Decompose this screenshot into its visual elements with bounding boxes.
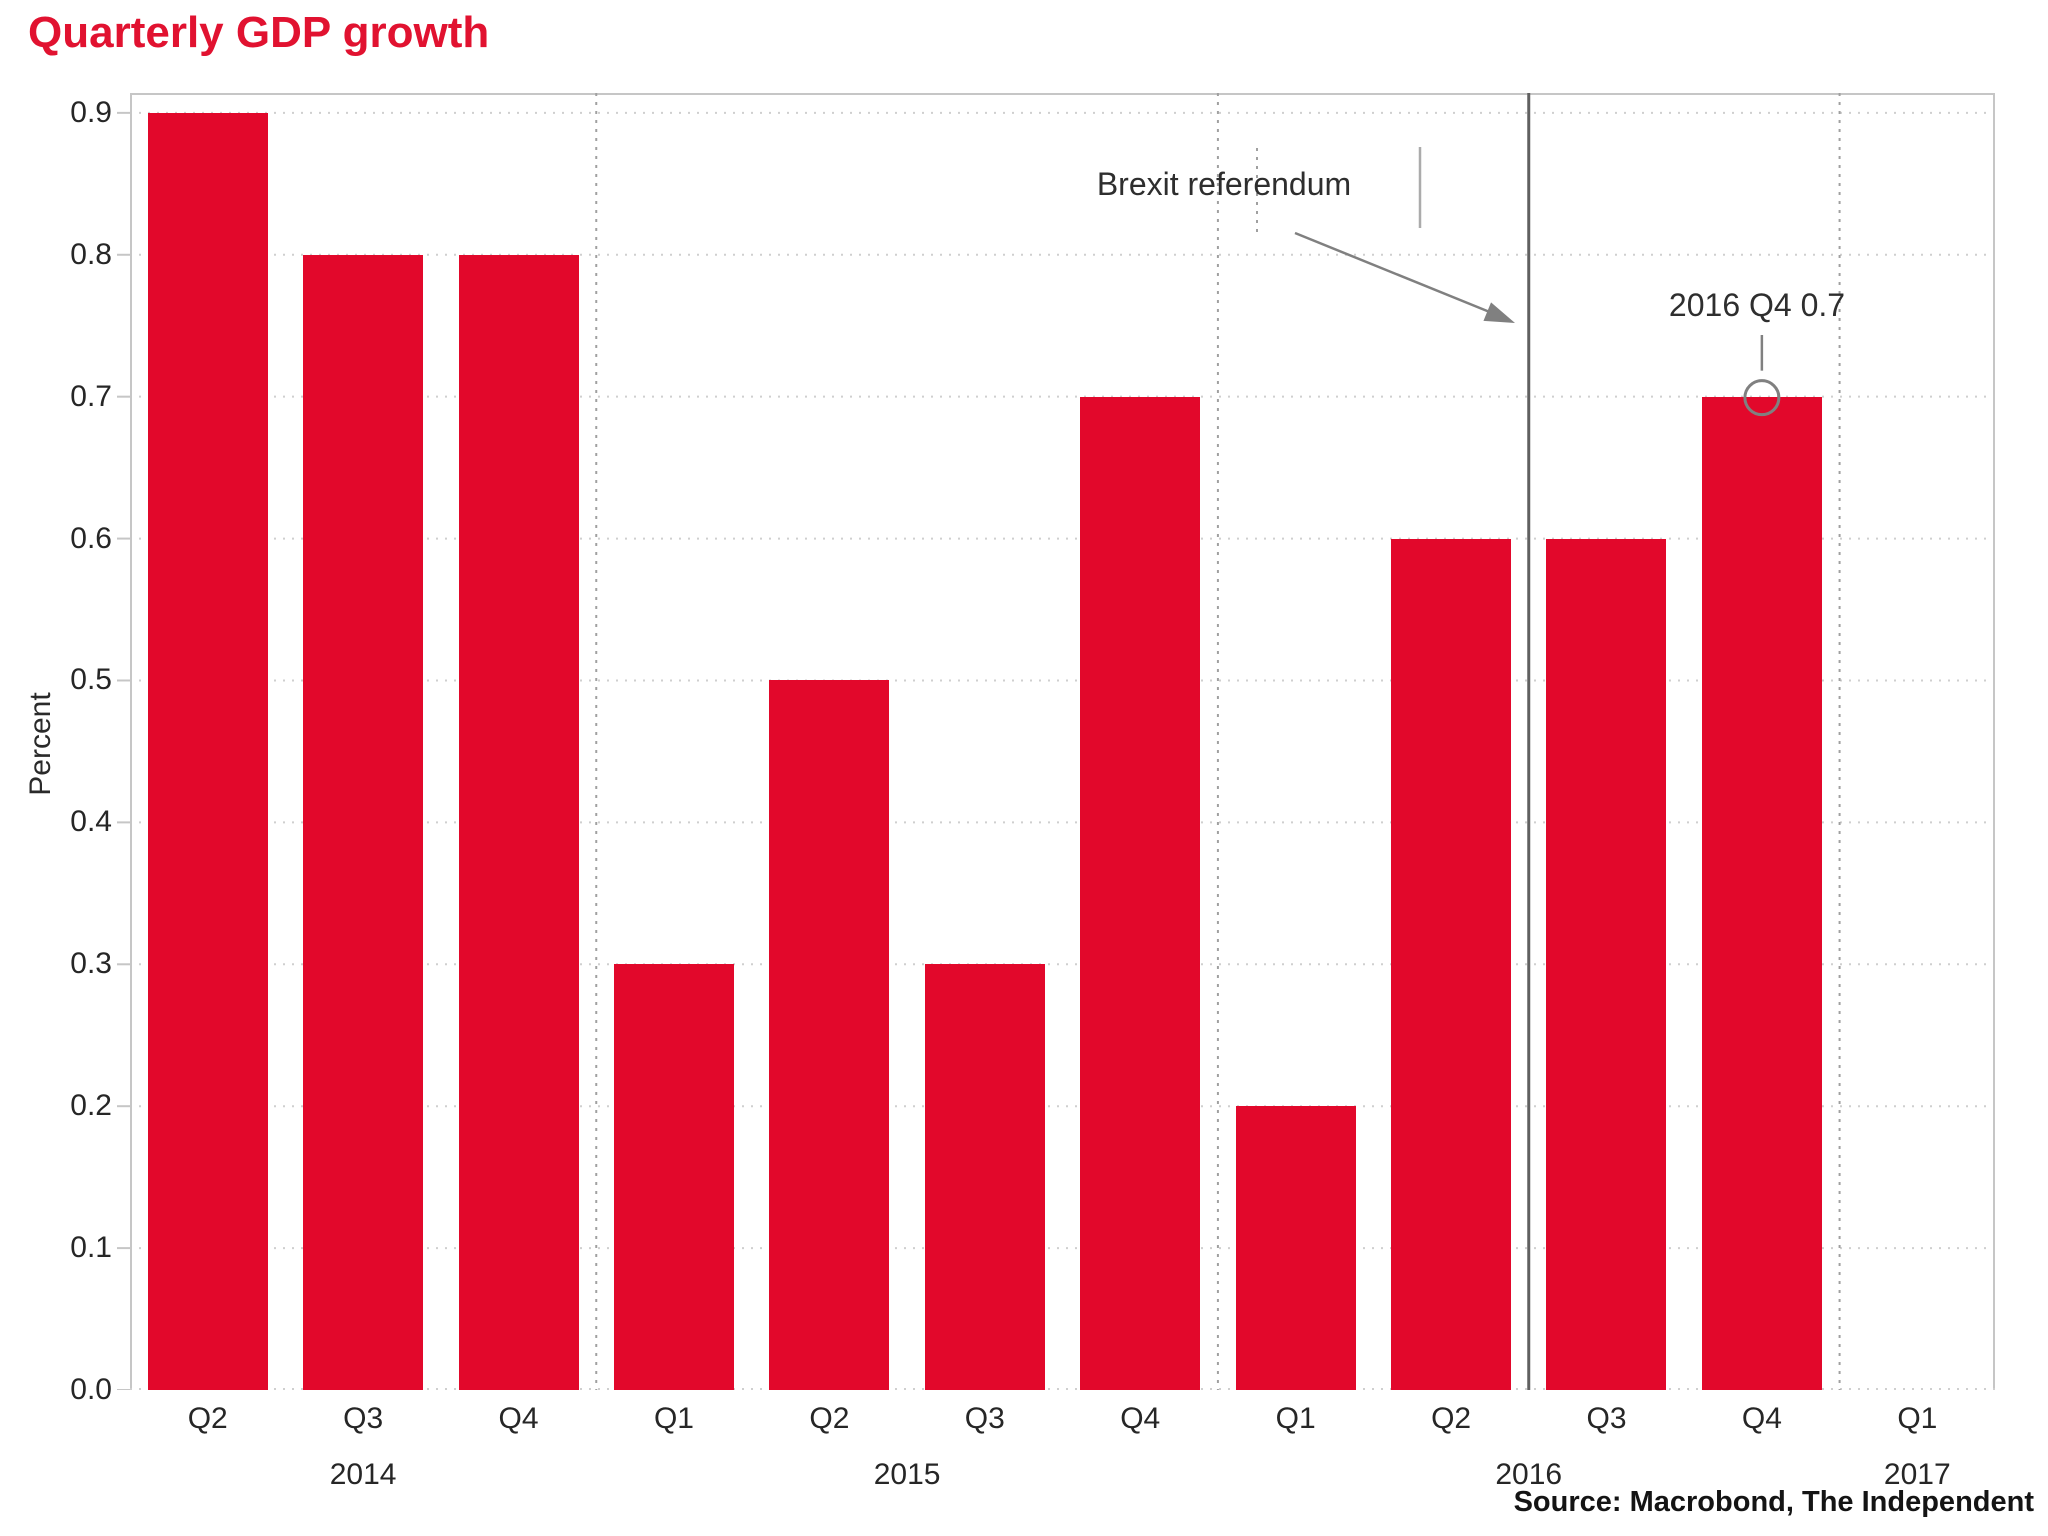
y-tick-label-0.9: 0.9 — [70, 95, 112, 129]
bar-2014-q3 — [303, 254, 424, 1390]
bar-2016-q2 — [1391, 538, 1512, 1390]
y-tick-label-0.1: 0.1 — [70, 1231, 112, 1265]
x-tick-label-2016-q1: Q1 — [1275, 1402, 1316, 1435]
bar-2015-q2 — [769, 680, 890, 1390]
year-label-2015: 2015 — [873, 1458, 941, 1491]
y-tick-label-0.0: 0.0 — [70, 1373, 112, 1406]
brexit-referendum-annotation-label: Brexit referendum — [1096, 166, 1352, 202]
year-label-2017: 2017 — [1883, 1458, 1951, 1491]
y-tick-label-0.5: 0.5 — [70, 663, 112, 697]
y-tick-label-0.6: 0.6 — [70, 521, 112, 555]
bar-2016-q4 — [1701, 396, 1822, 1390]
year-label-2016: 2016 — [1495, 1458, 1563, 1491]
bar-2015-q1 — [613, 964, 734, 1390]
x-tick-label-2016-q3: Q3 — [1586, 1402, 1627, 1435]
x-tick-label-2014-q2: Q2 — [187, 1402, 228, 1435]
x-tick-label-2016-q4: Q4 — [1741, 1402, 1782, 1435]
x-tick-label-2017-q1: Q1 — [1897, 1402, 1938, 1435]
brexit-arrow-head — [1483, 302, 1515, 323]
annotation-graphics — [1256, 93, 1781, 1390]
chart-title: Quarterly GDP growth — [28, 8, 490, 57]
bar-2014-q2 — [147, 112, 268, 1390]
x-axis-labels: Q2 Q3 Q4 Q1 Q2 Q3 Q4 Q1 Q2 Q3 Q4 Q1 — [130, 1402, 1995, 1436]
y-tick-label-0.7: 0.7 — [70, 379, 112, 413]
x-tick-label-2015-q1: Q1 — [653, 1402, 694, 1435]
bar-2015-q3 — [924, 964, 1045, 1390]
x-tick-label-2016-q2: Q2 — [1431, 1402, 1472, 1435]
x-tick-label-2015-q3: Q3 — [964, 1402, 1005, 1435]
grid-lines — [117, 93, 1995, 1390]
year-label-2014: 2014 — [329, 1458, 397, 1491]
y-tick-label-0.8: 0.8 — [70, 237, 112, 271]
x-tick-label-2014-q3: Q3 — [343, 1402, 384, 1435]
brexit-arrow-line — [1294, 231, 1503, 319]
bar-2014-q4 — [458, 254, 579, 1390]
y-tick-label-0.2: 0.2 — [70, 1089, 112, 1123]
source-credit: Source: Macrobond, The Independent — [1513, 1486, 2034, 1518]
bar-2016-q1 — [1235, 1106, 1356, 1390]
bar-2016-q3 — [1546, 538, 1667, 1390]
y-tick-label-0.3: 0.3 — [70, 947, 112, 981]
x-tick-label-2015-q4: Q4 — [1120, 1402, 1161, 1435]
x-tick-label-2015-q2: Q2 — [809, 1402, 850, 1435]
bars-layer — [130, 93, 1995, 1390]
point-annotation-label: 2016 Q4 0.7 — [1668, 287, 1846, 323]
x-tick-label-2014-q4: Q4 — [498, 1402, 539, 1435]
point-annotation-circle — [1743, 379, 1781, 417]
bar-2015-q4 — [1080, 396, 1201, 1390]
y-tick-label-0.4: 0.4 — [70, 805, 112, 839]
